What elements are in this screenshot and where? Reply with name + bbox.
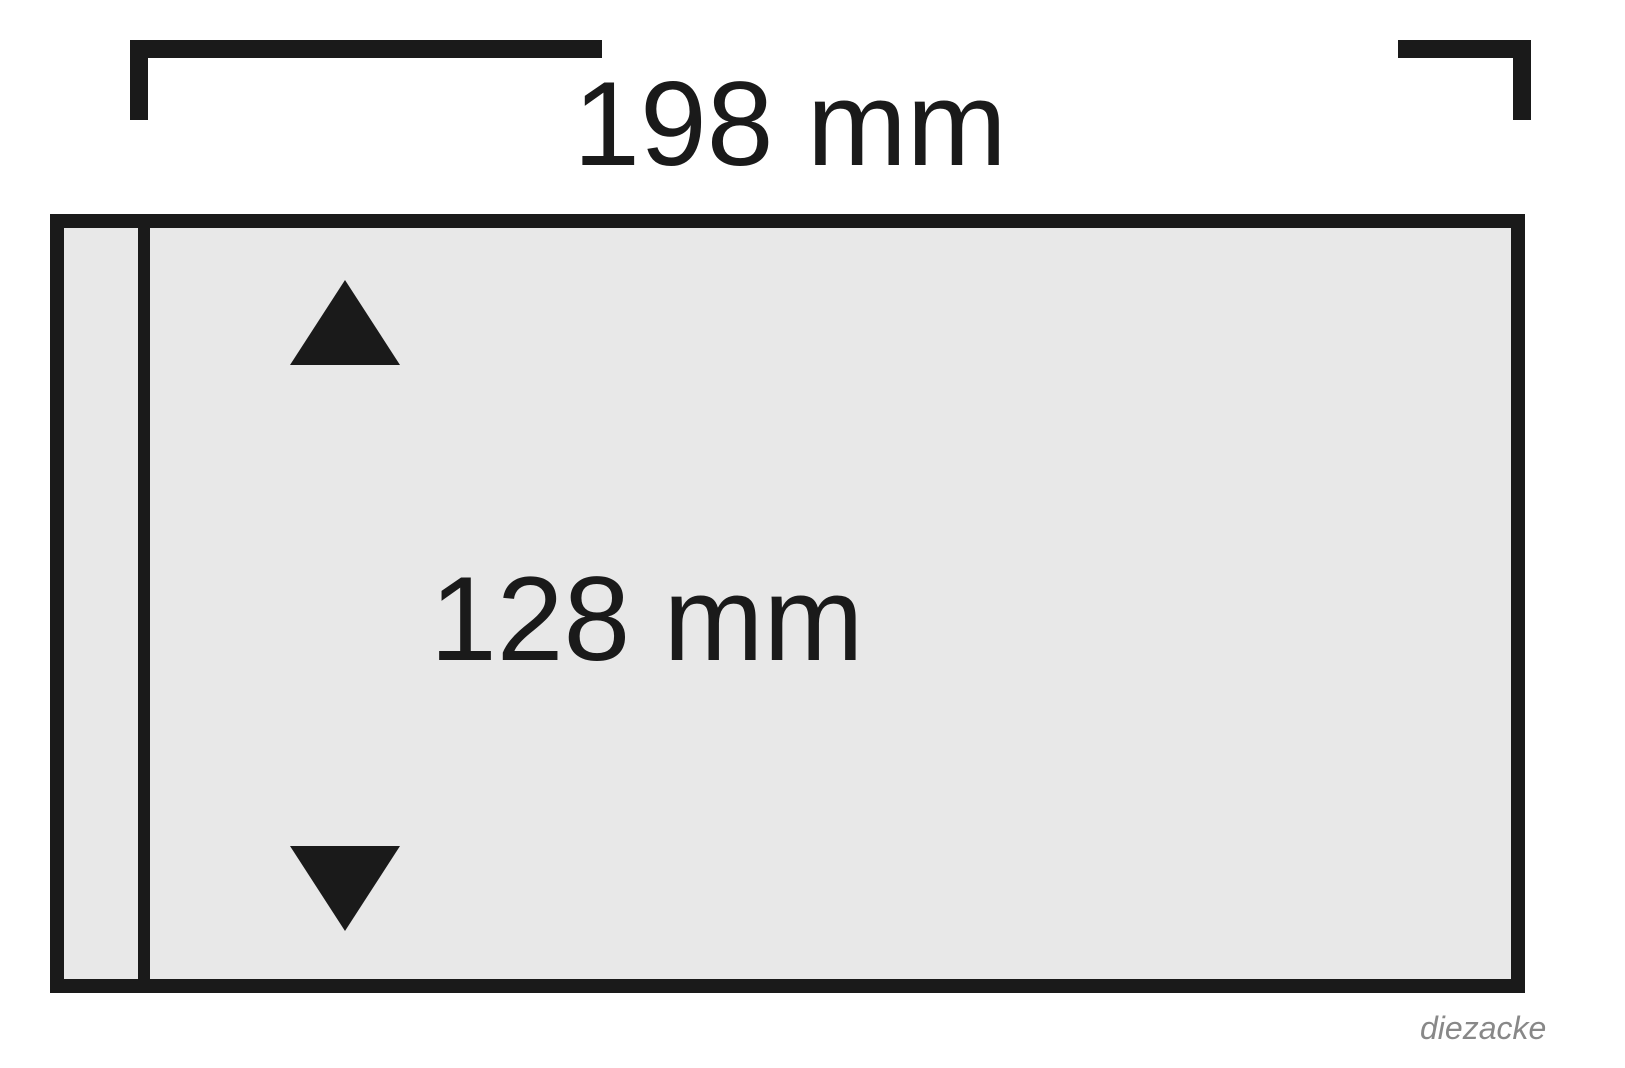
top-bracket-left-h	[130, 40, 602, 58]
top-bracket-right-drop	[1513, 40, 1531, 120]
width-dimension-label: 198 mm	[573, 55, 1006, 193]
watermark-text: diezacke	[1420, 1010, 1546, 1047]
binding-margin-line	[138, 228, 150, 979]
top-bracket-right-h	[1398, 40, 1531, 58]
height-dimension-label: 128 mm	[430, 550, 863, 688]
arrow-down-icon	[290, 846, 400, 931]
arrow-up-icon	[290, 280, 400, 365]
diagram-container: 198 mm 128 mm diezacke	[0, 0, 1625, 1068]
